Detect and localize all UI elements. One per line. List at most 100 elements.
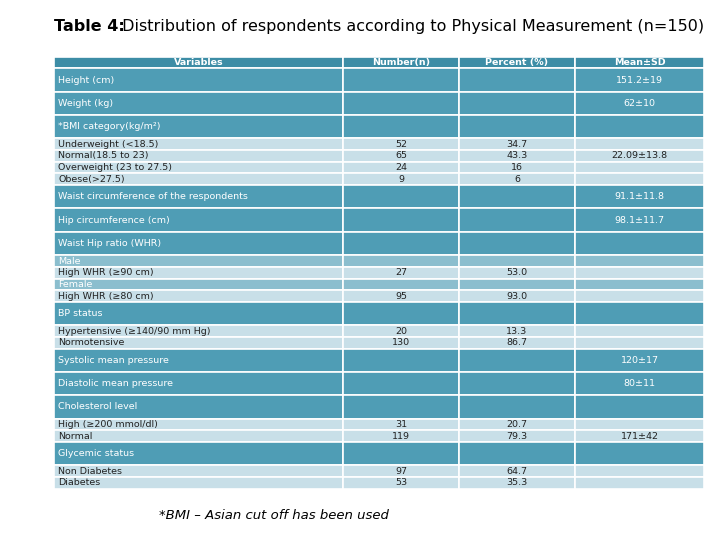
- Bar: [575, 372, 704, 395]
- Bar: [575, 138, 704, 150]
- Text: 86.7: 86.7: [506, 338, 528, 347]
- Bar: [54, 185, 343, 208]
- Bar: [459, 69, 575, 92]
- Text: BP status: BP status: [58, 309, 103, 318]
- Bar: [459, 208, 575, 232]
- Bar: [343, 92, 459, 115]
- Bar: [575, 442, 704, 465]
- Bar: [575, 337, 704, 349]
- Bar: [575, 418, 704, 430]
- Text: 151.2±19: 151.2±19: [616, 76, 663, 85]
- Bar: [343, 162, 459, 173]
- Text: Glycemic status: Glycemic status: [58, 449, 135, 458]
- Bar: [575, 325, 704, 337]
- Text: 97: 97: [395, 467, 408, 476]
- Bar: [459, 173, 575, 185]
- Text: 16: 16: [511, 163, 523, 172]
- Bar: [459, 162, 575, 173]
- Bar: [459, 92, 575, 115]
- Bar: [343, 372, 459, 395]
- Bar: [54, 349, 343, 372]
- Text: High WHR (≥90 cm): High WHR (≥90 cm): [58, 268, 154, 277]
- Text: 52: 52: [395, 140, 408, 149]
- Bar: [459, 290, 575, 302]
- Bar: [575, 395, 704, 418]
- Bar: [459, 267, 575, 279]
- Text: High WHR (≥80 cm): High WHR (≥80 cm): [58, 292, 154, 301]
- Bar: [459, 57, 575, 69]
- Text: Number(n): Number(n): [372, 58, 431, 67]
- Text: 95: 95: [395, 292, 408, 301]
- Bar: [575, 430, 704, 442]
- Text: 24: 24: [395, 163, 408, 172]
- Text: *BMI – Asian cut off has been used: *BMI – Asian cut off has been used: [158, 509, 389, 522]
- Text: 22.09±13.8: 22.09±13.8: [611, 151, 667, 160]
- Text: 27: 27: [395, 268, 408, 277]
- Text: Table 4:: Table 4:: [54, 19, 125, 34]
- Bar: [54, 138, 343, 150]
- Text: 171±42: 171±42: [621, 431, 659, 441]
- Bar: [343, 418, 459, 430]
- Bar: [343, 57, 459, 69]
- Text: 53.0: 53.0: [506, 268, 528, 277]
- Text: Female: Female: [58, 280, 93, 289]
- Bar: [343, 302, 459, 325]
- Bar: [459, 279, 575, 290]
- Text: 6: 6: [514, 175, 520, 184]
- Bar: [575, 267, 704, 279]
- Bar: [54, 337, 343, 349]
- Bar: [54, 115, 343, 138]
- Text: Distribution of respondents according to Physical Measurement (n=150): Distribution of respondents according to…: [117, 19, 703, 34]
- Bar: [575, 57, 704, 69]
- Bar: [575, 150, 704, 162]
- Bar: [575, 185, 704, 208]
- Bar: [343, 150, 459, 162]
- Bar: [343, 255, 459, 267]
- Bar: [343, 337, 459, 349]
- Bar: [54, 162, 343, 173]
- Bar: [459, 302, 575, 325]
- Bar: [343, 430, 459, 442]
- Bar: [343, 465, 459, 477]
- Bar: [54, 430, 343, 442]
- Text: Cholesterol level: Cholesterol level: [58, 402, 138, 411]
- Text: Normal: Normal: [58, 431, 93, 441]
- Bar: [459, 418, 575, 430]
- Bar: [54, 208, 343, 232]
- Bar: [575, 232, 704, 255]
- Text: 120±17: 120±17: [621, 356, 659, 364]
- Text: 62±10: 62±10: [624, 99, 655, 108]
- Bar: [459, 255, 575, 267]
- Bar: [459, 349, 575, 372]
- Bar: [54, 477, 343, 489]
- Text: Mean±SD: Mean±SD: [613, 58, 665, 67]
- Bar: [575, 477, 704, 489]
- Text: Height (cm): Height (cm): [58, 76, 114, 85]
- Text: 119: 119: [392, 431, 410, 441]
- Text: Diastolic mean pressure: Diastolic mean pressure: [58, 379, 174, 388]
- Bar: [54, 418, 343, 430]
- Bar: [343, 325, 459, 337]
- Text: 9: 9: [398, 175, 404, 184]
- Bar: [575, 162, 704, 173]
- Bar: [54, 290, 343, 302]
- Bar: [54, 302, 343, 325]
- Bar: [343, 173, 459, 185]
- Text: 35.3: 35.3: [506, 478, 528, 488]
- Text: Variables: Variables: [174, 58, 223, 67]
- Text: 34.7: 34.7: [506, 140, 528, 149]
- Text: 130: 130: [392, 338, 410, 347]
- Bar: [575, 69, 704, 92]
- Text: Waist Hip ratio (WHR): Waist Hip ratio (WHR): [58, 239, 161, 248]
- Text: 91.1±11.8: 91.1±11.8: [614, 192, 665, 201]
- Bar: [343, 69, 459, 92]
- Text: 79.3: 79.3: [506, 431, 528, 441]
- Text: Systolic mean pressure: Systolic mean pressure: [58, 356, 169, 364]
- Text: Waist circumference of the respondents: Waist circumference of the respondents: [58, 192, 248, 201]
- Text: 80±11: 80±11: [624, 379, 655, 388]
- Bar: [54, 372, 343, 395]
- Bar: [575, 349, 704, 372]
- Bar: [459, 465, 575, 477]
- Bar: [54, 465, 343, 477]
- Bar: [575, 92, 704, 115]
